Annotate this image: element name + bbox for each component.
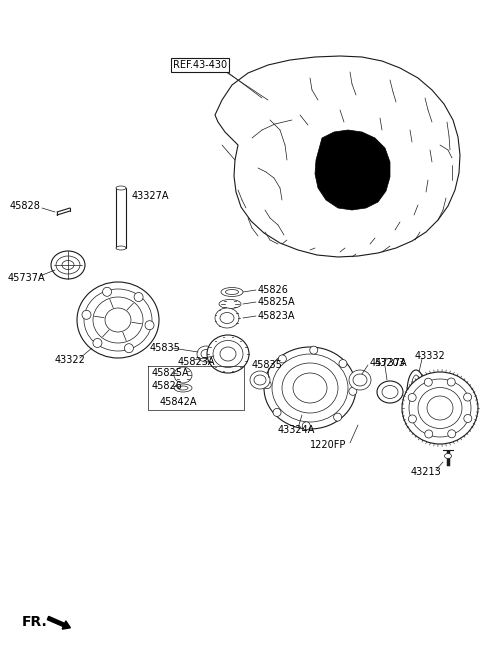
Circle shape — [464, 415, 472, 422]
Text: 45826: 45826 — [258, 285, 289, 295]
Ellipse shape — [220, 347, 236, 361]
Circle shape — [408, 394, 416, 401]
Ellipse shape — [213, 340, 243, 367]
Circle shape — [103, 287, 111, 296]
Circle shape — [124, 344, 133, 353]
Circle shape — [425, 430, 433, 438]
Circle shape — [408, 415, 416, 423]
Ellipse shape — [282, 363, 338, 413]
Ellipse shape — [250, 371, 270, 389]
Text: 43213: 43213 — [410, 467, 442, 477]
Ellipse shape — [382, 386, 398, 399]
Text: 45737A: 45737A — [8, 273, 46, 283]
Circle shape — [334, 413, 342, 421]
Ellipse shape — [116, 246, 126, 250]
Ellipse shape — [220, 313, 234, 323]
Text: 45823A: 45823A — [258, 311, 296, 321]
Ellipse shape — [84, 289, 152, 351]
Polygon shape — [215, 56, 460, 257]
Ellipse shape — [349, 370, 371, 390]
Ellipse shape — [215, 308, 239, 328]
Text: 43203: 43203 — [375, 358, 406, 368]
Ellipse shape — [272, 354, 348, 422]
Text: FR.: FR. — [22, 615, 48, 629]
Circle shape — [448, 430, 456, 438]
Ellipse shape — [219, 300, 241, 309]
Ellipse shape — [201, 350, 211, 359]
Ellipse shape — [409, 379, 471, 437]
Text: 45842A: 45842A — [159, 397, 197, 407]
Ellipse shape — [444, 453, 452, 459]
Ellipse shape — [93, 297, 143, 343]
Ellipse shape — [51, 251, 85, 279]
Text: 43327A: 43327A — [132, 191, 169, 201]
Circle shape — [310, 346, 318, 354]
Circle shape — [447, 378, 455, 386]
Circle shape — [302, 422, 310, 430]
Ellipse shape — [174, 384, 192, 392]
Ellipse shape — [62, 260, 74, 269]
Text: REF.43-430: REF.43-430 — [173, 60, 227, 70]
Text: 45825A: 45825A — [152, 368, 190, 378]
Text: 45737A: 45737A — [370, 358, 408, 368]
Ellipse shape — [56, 256, 80, 274]
Ellipse shape — [221, 288, 243, 296]
Ellipse shape — [105, 308, 131, 332]
Polygon shape — [315, 130, 390, 210]
Ellipse shape — [264, 347, 356, 429]
Ellipse shape — [226, 290, 239, 294]
Text: 45835: 45835 — [252, 360, 283, 370]
Ellipse shape — [353, 374, 367, 386]
Circle shape — [273, 409, 281, 417]
Circle shape — [464, 393, 472, 401]
FancyArrow shape — [48, 616, 71, 629]
Ellipse shape — [402, 372, 478, 444]
Circle shape — [349, 388, 357, 396]
Circle shape — [134, 292, 143, 302]
Ellipse shape — [407, 370, 425, 414]
Circle shape — [339, 359, 347, 367]
Text: 45828: 45828 — [10, 201, 41, 211]
Circle shape — [93, 338, 102, 348]
Ellipse shape — [77, 282, 159, 358]
Text: 43324A: 43324A — [278, 425, 315, 435]
Ellipse shape — [207, 335, 249, 373]
Text: 45835: 45835 — [150, 343, 181, 353]
Ellipse shape — [116, 186, 126, 190]
Text: 43332: 43332 — [415, 351, 446, 361]
Ellipse shape — [427, 396, 453, 420]
Text: 43322: 43322 — [55, 355, 86, 365]
Circle shape — [278, 355, 287, 363]
Ellipse shape — [197, 346, 215, 362]
Ellipse shape — [174, 367, 192, 383]
Ellipse shape — [377, 381, 403, 403]
Circle shape — [263, 380, 271, 389]
Ellipse shape — [178, 386, 188, 390]
Ellipse shape — [418, 388, 462, 428]
Ellipse shape — [411, 375, 421, 409]
Ellipse shape — [293, 373, 327, 403]
Text: 45823A: 45823A — [178, 357, 216, 367]
Ellipse shape — [254, 375, 266, 385]
Text: 45825A: 45825A — [258, 297, 296, 307]
Text: 1220FP: 1220FP — [310, 440, 347, 450]
Circle shape — [424, 378, 432, 386]
Circle shape — [145, 321, 154, 330]
Circle shape — [82, 310, 91, 319]
Text: 45826: 45826 — [152, 381, 183, 391]
